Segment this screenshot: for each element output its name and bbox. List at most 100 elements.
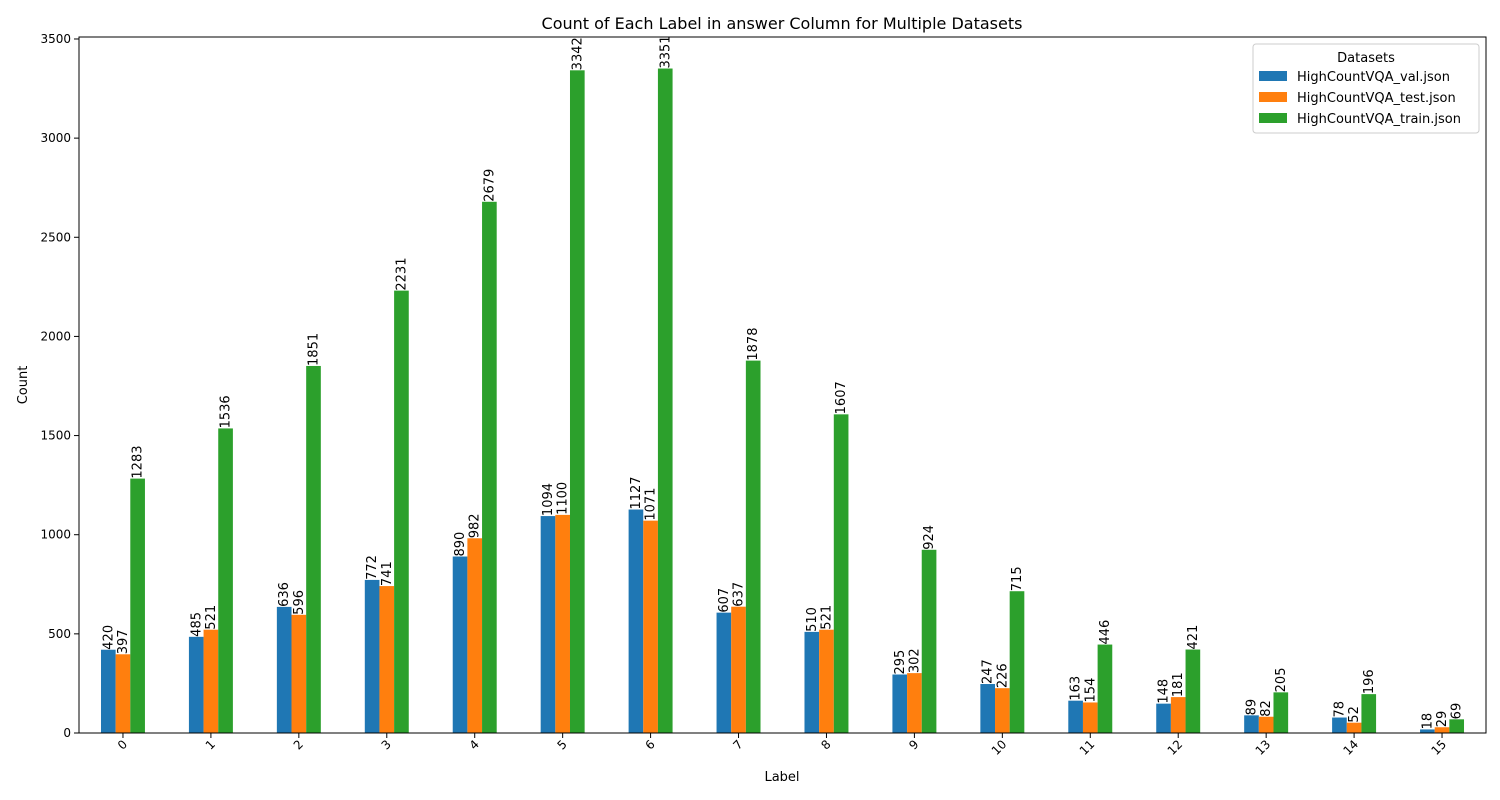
- bar-value-label: 148: [1157, 679, 1172, 704]
- bar-value-label: 772: [365, 555, 380, 580]
- bar-value-label: 69: [1450, 703, 1465, 720]
- legend-entry: HighCountVQA_test.json: [1297, 91, 1456, 106]
- bar-value-label: 1851: [307, 333, 322, 366]
- bar-series-2-label-0: [130, 478, 145, 733]
- x-tick-label: 10: [989, 737, 1010, 758]
- bar-series-2-label-4: [482, 201, 497, 733]
- legend-items: HighCountVQA_val.json HighCountVQA_test.j…: [1259, 70, 1461, 127]
- bar-series-2-label-14: [1361, 694, 1377, 733]
- bar-value-label: 2679: [482, 169, 497, 202]
- y-tick-label: 2500: [40, 230, 71, 244]
- chart-title: Count of Each Label in answer Column for…: [542, 14, 1023, 33]
- bar-value-label: 607: [717, 588, 732, 613]
- bar-value-label: 3351: [658, 35, 673, 68]
- bar-series-1-label-13: [1258, 716, 1274, 733]
- x-tick-label: 14: [1341, 737, 1362, 758]
- bar-series-2-label-12: [1185, 649, 1201, 733]
- bar-value-label: 421: [1186, 625, 1201, 650]
- bar-series-1-label-6: [643, 520, 658, 733]
- y-tick-label: 2000: [40, 329, 71, 343]
- bar-value-label: 637: [732, 582, 747, 607]
- bar-series-2-label-13: [1273, 692, 1289, 733]
- bar-value-label: 78: [1332, 701, 1347, 718]
- bar-value-label: 1100: [556, 482, 571, 515]
- bar-value-label: 596: [292, 590, 307, 615]
- bar-series-1-label-2: [291, 614, 307, 733]
- bar-value-label: 397: [116, 629, 131, 654]
- legend-title: Datasets: [1337, 51, 1395, 66]
- bar-value-label: 741: [380, 561, 395, 586]
- bar-value-label: 205: [1274, 668, 1289, 693]
- x-tick-label: 0: [115, 737, 130, 752]
- bar-labels-group: 420 485 636 772 890 1094 1127 607 510 295 247 163 14…: [101, 35, 1464, 729]
- legend-swatch: [1259, 71, 1287, 81]
- bar-value-label: 636: [277, 582, 292, 607]
- bar-value-label: 510: [805, 607, 820, 632]
- bar-series-0-label-6: [628, 509, 644, 733]
- bar-series-0-label-0: [100, 649, 116, 733]
- bars-group: [100, 68, 1465, 734]
- legend-swatch: [1259, 92, 1287, 102]
- x-tick-label: 8: [818, 737, 833, 752]
- bar-series-2-label-9: [921, 549, 937, 733]
- y-tick-label: 3000: [40, 131, 71, 145]
- y-tick-label: 1000: [40, 528, 71, 542]
- y-axis: 0 500 1000 1500 2000 2500 3000 3500: [40, 32, 79, 740]
- bar-series-1-label-3: [379, 586, 395, 733]
- bar-series-0-label-9: [892, 674, 908, 733]
- x-tick-label: 13: [1253, 737, 1274, 758]
- x-tick-label: 6: [642, 737, 657, 752]
- bar-value-label: 29: [1435, 711, 1450, 728]
- x-axis-label: Label: [764, 770, 799, 785]
- bar-value-label: 18: [1420, 713, 1435, 730]
- bar-value-label: 982: [468, 513, 483, 538]
- bar-value-label: 485: [189, 612, 204, 637]
- bar-series-1-label-5: [555, 514, 570, 733]
- x-tick-label: 9: [906, 737, 921, 752]
- bar-value-label: 1607: [834, 381, 849, 414]
- bar-series-1-label-7: [731, 606, 746, 733]
- bar-value-label: 226: [995, 663, 1010, 688]
- legend-swatch: [1259, 113, 1287, 123]
- bar-value-label: 1536: [219, 395, 234, 428]
- bar-value-label: 1878: [746, 328, 761, 361]
- bar-series-2-label-5: [569, 70, 585, 734]
- bar-value-label: 82: [1259, 700, 1274, 717]
- bar-series-1-label-14: [1346, 722, 1362, 733]
- bar-series-1-label-15: [1434, 727, 1450, 733]
- x-tick-label: 7: [730, 737, 745, 752]
- x-tick-label: 3: [379, 737, 394, 752]
- bar-series-1-label-8: [819, 629, 834, 733]
- bar-value-label: 1094: [541, 483, 556, 516]
- bar-series-1-label-1: [203, 629, 219, 733]
- bar-value-label: 3342: [570, 37, 585, 70]
- x-tick-label: 1: [203, 737, 218, 752]
- plot-area-frame: [78, 36, 1487, 734]
- legend: Datasets HighCountVQA_val.jsonHighCountV…: [1252, 43, 1480, 134]
- bar-value-label: 1071: [644, 488, 659, 521]
- bar-value-label: 446: [1098, 620, 1113, 645]
- bar-value-label: 89: [1245, 699, 1260, 716]
- bar-series-1-label-12: [1170, 697, 1186, 733]
- bar-value-label: 924: [922, 525, 937, 550]
- bar-value-label: 420: [101, 625, 116, 650]
- bar-series-0-label-1: [188, 636, 204, 733]
- y-axis-label: Count: [16, 366, 31, 405]
- x-tick-label: 11: [1077, 737, 1098, 758]
- legend-box: [1252, 43, 1480, 134]
- bar-value-label: 181: [1171, 672, 1186, 697]
- bar-value-label: 52: [1347, 706, 1362, 723]
- bar-series-2-label-6: [657, 68, 673, 734]
- bar-value-label: 247: [981, 659, 996, 684]
- x-tick-label: 5: [554, 737, 569, 752]
- bar-value-label: 521: [204, 605, 219, 630]
- x-tick-label: 12: [1165, 737, 1186, 758]
- bar-value-label: 295: [893, 650, 908, 675]
- bar-series-1-label-4: [467, 538, 483, 733]
- bar-series-0-label-13: [1244, 715, 1259, 733]
- bar-series-1-label-0: [115, 654, 131, 733]
- bar-value-label: 1127: [629, 476, 644, 509]
- y-tick-label: 500: [48, 627, 71, 641]
- bar-value-label: 1283: [131, 445, 146, 478]
- legend-entry: HighCountVQA_val.json: [1297, 70, 1450, 85]
